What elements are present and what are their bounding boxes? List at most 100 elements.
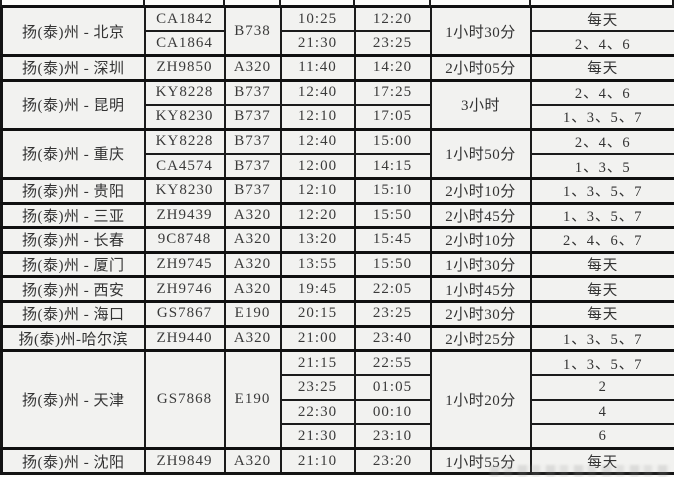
- table-row: KY8230 B737 12:10 17:05 1、3、5、7: [2, 104, 674, 131]
- departure-time-cell: 20:15: [279, 299, 356, 327]
- aircraft-type-cell: A320: [223, 275, 282, 303]
- route-cell: 扬(泰)州 - 昆明: [0, 78, 146, 131]
- arrival-time-cell: 23:10: [353, 423, 432, 450]
- route-cell: 扬(泰)州 - 西安: [0, 275, 146, 303]
- flight-number-cell: KY8230: [143, 104, 226, 131]
- operating-days-cell: 1、3、5、7: [529, 104, 674, 131]
- arrival-time-cell: 14:20: [353, 54, 432, 82]
- aircraft-type-cell: A320: [223, 201, 282, 229]
- aircraft-type-cell: A320: [223, 250, 282, 278]
- aircraft-type-cell: B737: [223, 177, 282, 205]
- flight-number-cell: ZH9746: [143, 275, 226, 303]
- table-row: 22:30 00:10 4: [2, 399, 674, 426]
- arrival-time-cell: 15:00: [353, 127, 432, 155]
- departure-time-cell: 12:10: [279, 177, 356, 205]
- arrival-time-cell: 23:25: [353, 30, 432, 57]
- table-row: 扬(泰)州-哈尔滨 ZH9440 A320 21:00 23:40 2小时25分 1、3、5…: [0, 324, 674, 352]
- duration-cell: 2小时25分: [429, 324, 532, 352]
- flight-number-cell: CA1842: [143, 5, 226, 33]
- table-row: 扬(泰)州 - 三亚 ZH9439 A320 12:20 15:50 2小时45分 1、3、…: [0, 201, 674, 229]
- route-cell: 扬(泰)州 - 海口: [0, 299, 146, 327]
- arrival-time-cell: 15:50: [353, 201, 432, 229]
- duration-cell: 1小时50分: [429, 127, 532, 180]
- flight-number-cell: ZH9745: [143, 250, 226, 278]
- cropped-gridline-stub: [0, 0, 2, 7]
- operating-days-cell: 每天: [529, 54, 674, 82]
- arrival-time-cell: 22:55: [353, 349, 432, 377]
- operating-days-cell: 每天: [529, 447, 674, 475]
- flight-table-body: 扬(泰)州 - 北京 CA1842 B738 10:25 12:20 1小时30分 每天 CA…: [0, 4, 674, 475]
- operating-days-cell: 4: [529, 399, 674, 426]
- route-cell: 扬(泰)州-哈尔滨: [0, 324, 146, 352]
- flight-number-cell: KY8228: [143, 78, 226, 106]
- route-cell: 扬(泰)州 - 北京: [0, 4, 146, 57]
- duration-cell: 1小时45分: [429, 275, 532, 303]
- table-row: 扬(泰)州 - 昆明 KY8228 B737 12:40 17:25 3小时 2、4、6: [0, 78, 674, 131]
- operating-days-cell: 2、4、6: [529, 30, 674, 57]
- cropped-gridline-stub: [223, 0, 225, 7]
- departure-time-cell: 21:30: [279, 423, 356, 450]
- cropped-gridline-stub: [672, 0, 674, 7]
- departure-time-cell: 12:20: [279, 201, 356, 229]
- aircraft-type-cell: A320: [223, 54, 282, 82]
- operating-days-cell: 1、3、5、7: [529, 177, 674, 205]
- flight-number-cell: GS7867: [143, 299, 226, 327]
- arrival-time-cell: 15:10: [353, 177, 432, 205]
- departure-time-cell: 22:30: [279, 399, 356, 426]
- departure-time-cell: 13:20: [279, 226, 356, 254]
- flight-number-cell: 9C8748: [143, 226, 226, 254]
- duration-cell: 1小时30分: [429, 250, 532, 278]
- duration-cell: 1小时55分: [429, 447, 532, 475]
- duration-cell: 2小时10分: [429, 177, 532, 205]
- operating-days-cell: 1、3、5、7: [529, 201, 674, 229]
- operating-days-cell: 2: [529, 374, 674, 401]
- table-row: 扬(泰)州 - 重庆 KY8228 B737 12:40 15:00 1小时50分 2、4、…: [0, 127, 674, 180]
- arrival-time-cell: 00:10: [353, 399, 432, 426]
- arrival-time-cell: 23:25: [353, 299, 432, 327]
- duration-cell: 2小时05分: [429, 54, 532, 82]
- table-row: 扬(泰)州 - 沈阳 ZH9849 A320 21:10 23:20 1小时55分 每天: [0, 447, 674, 475]
- operating-days-cell: 每天: [529, 275, 674, 303]
- departure-time-cell: 19:45: [279, 275, 356, 303]
- route-cell: 扬(泰)州 - 天津: [0, 349, 146, 450]
- operating-days-cell: 每天: [529, 5, 674, 33]
- departure-time-cell: 12:40: [279, 127, 356, 155]
- flight-number-cell: KY8230: [143, 177, 226, 205]
- operating-days-cell: 2、4、6: [529, 78, 674, 106]
- arrival-time-cell: 14:15: [353, 153, 432, 180]
- duration-cell: 1小时30分: [429, 4, 532, 57]
- table-row: 23:25 01:05 2: [2, 374, 674, 401]
- route-cell: 扬(泰)州 - 三亚: [0, 201, 146, 229]
- table-row: CA1864 21:30 23:25 2、4、6: [2, 30, 674, 57]
- arrival-time-cell: 22:05: [353, 275, 432, 303]
- table-row: 扬(泰)州 - 长春 9C8748 A320 13:20 15:45 2小时10分 2、4、…: [0, 226, 674, 254]
- departure-time-cell: 21:10: [279, 447, 356, 475]
- table-row: 扬(泰)州 - 天津 GS7868 E190 21:15 22:55 1小时20分 1、3、…: [0, 349, 674, 450]
- arrival-time-cell: 15:45: [353, 226, 432, 254]
- table-row: 扬(泰)州 - 深圳 ZH9850 A320 11:40 14:20 2小时05分 每天: [0, 54, 674, 82]
- aircraft-type-cell: E190: [223, 299, 282, 327]
- departure-time-cell: 21:30: [279, 30, 356, 57]
- route-cell: 扬(泰)州 - 贵阳: [0, 177, 146, 205]
- cropped-gridline-stub: [143, 0, 145, 7]
- aircraft-type-cell: B737: [223, 78, 282, 106]
- departure-time-cell: 21:15: [279, 349, 356, 377]
- arrival-time-cell: 17:25: [353, 78, 432, 106]
- flight-table: 扬(泰)州 - 北京 CA1842 B738 10:25 12:20 1小时30分 每天 CA…: [0, 4, 674, 475]
- route-cell: 扬(泰)州 - 重庆: [0, 127, 146, 180]
- aircraft-type-cell: A320: [223, 447, 282, 475]
- flight-number-cell: ZH9440: [143, 324, 226, 352]
- table-row: 21:30 23:10 6: [2, 423, 674, 450]
- aircraft-type-cell: A320: [223, 226, 282, 254]
- route-cell: 扬(泰)州 - 长春: [0, 226, 146, 254]
- flight-number-cell: CA4574: [143, 153, 226, 180]
- duration-cell: 3小时: [429, 78, 532, 131]
- departure-time-cell: 12:40: [279, 78, 356, 106]
- operating-days-cell: 每天: [529, 299, 674, 327]
- departure-time-cell: 12:10: [279, 104, 356, 131]
- arrival-time-cell: 23:20: [353, 447, 432, 475]
- aircraft-type-cell: B737: [223, 104, 282, 131]
- table-row: 扬(泰)州 - 厦门 ZH9745 A320 13:55 15:50 1小时30分 每天: [0, 250, 674, 278]
- arrival-time-cell: 17:05: [353, 104, 432, 131]
